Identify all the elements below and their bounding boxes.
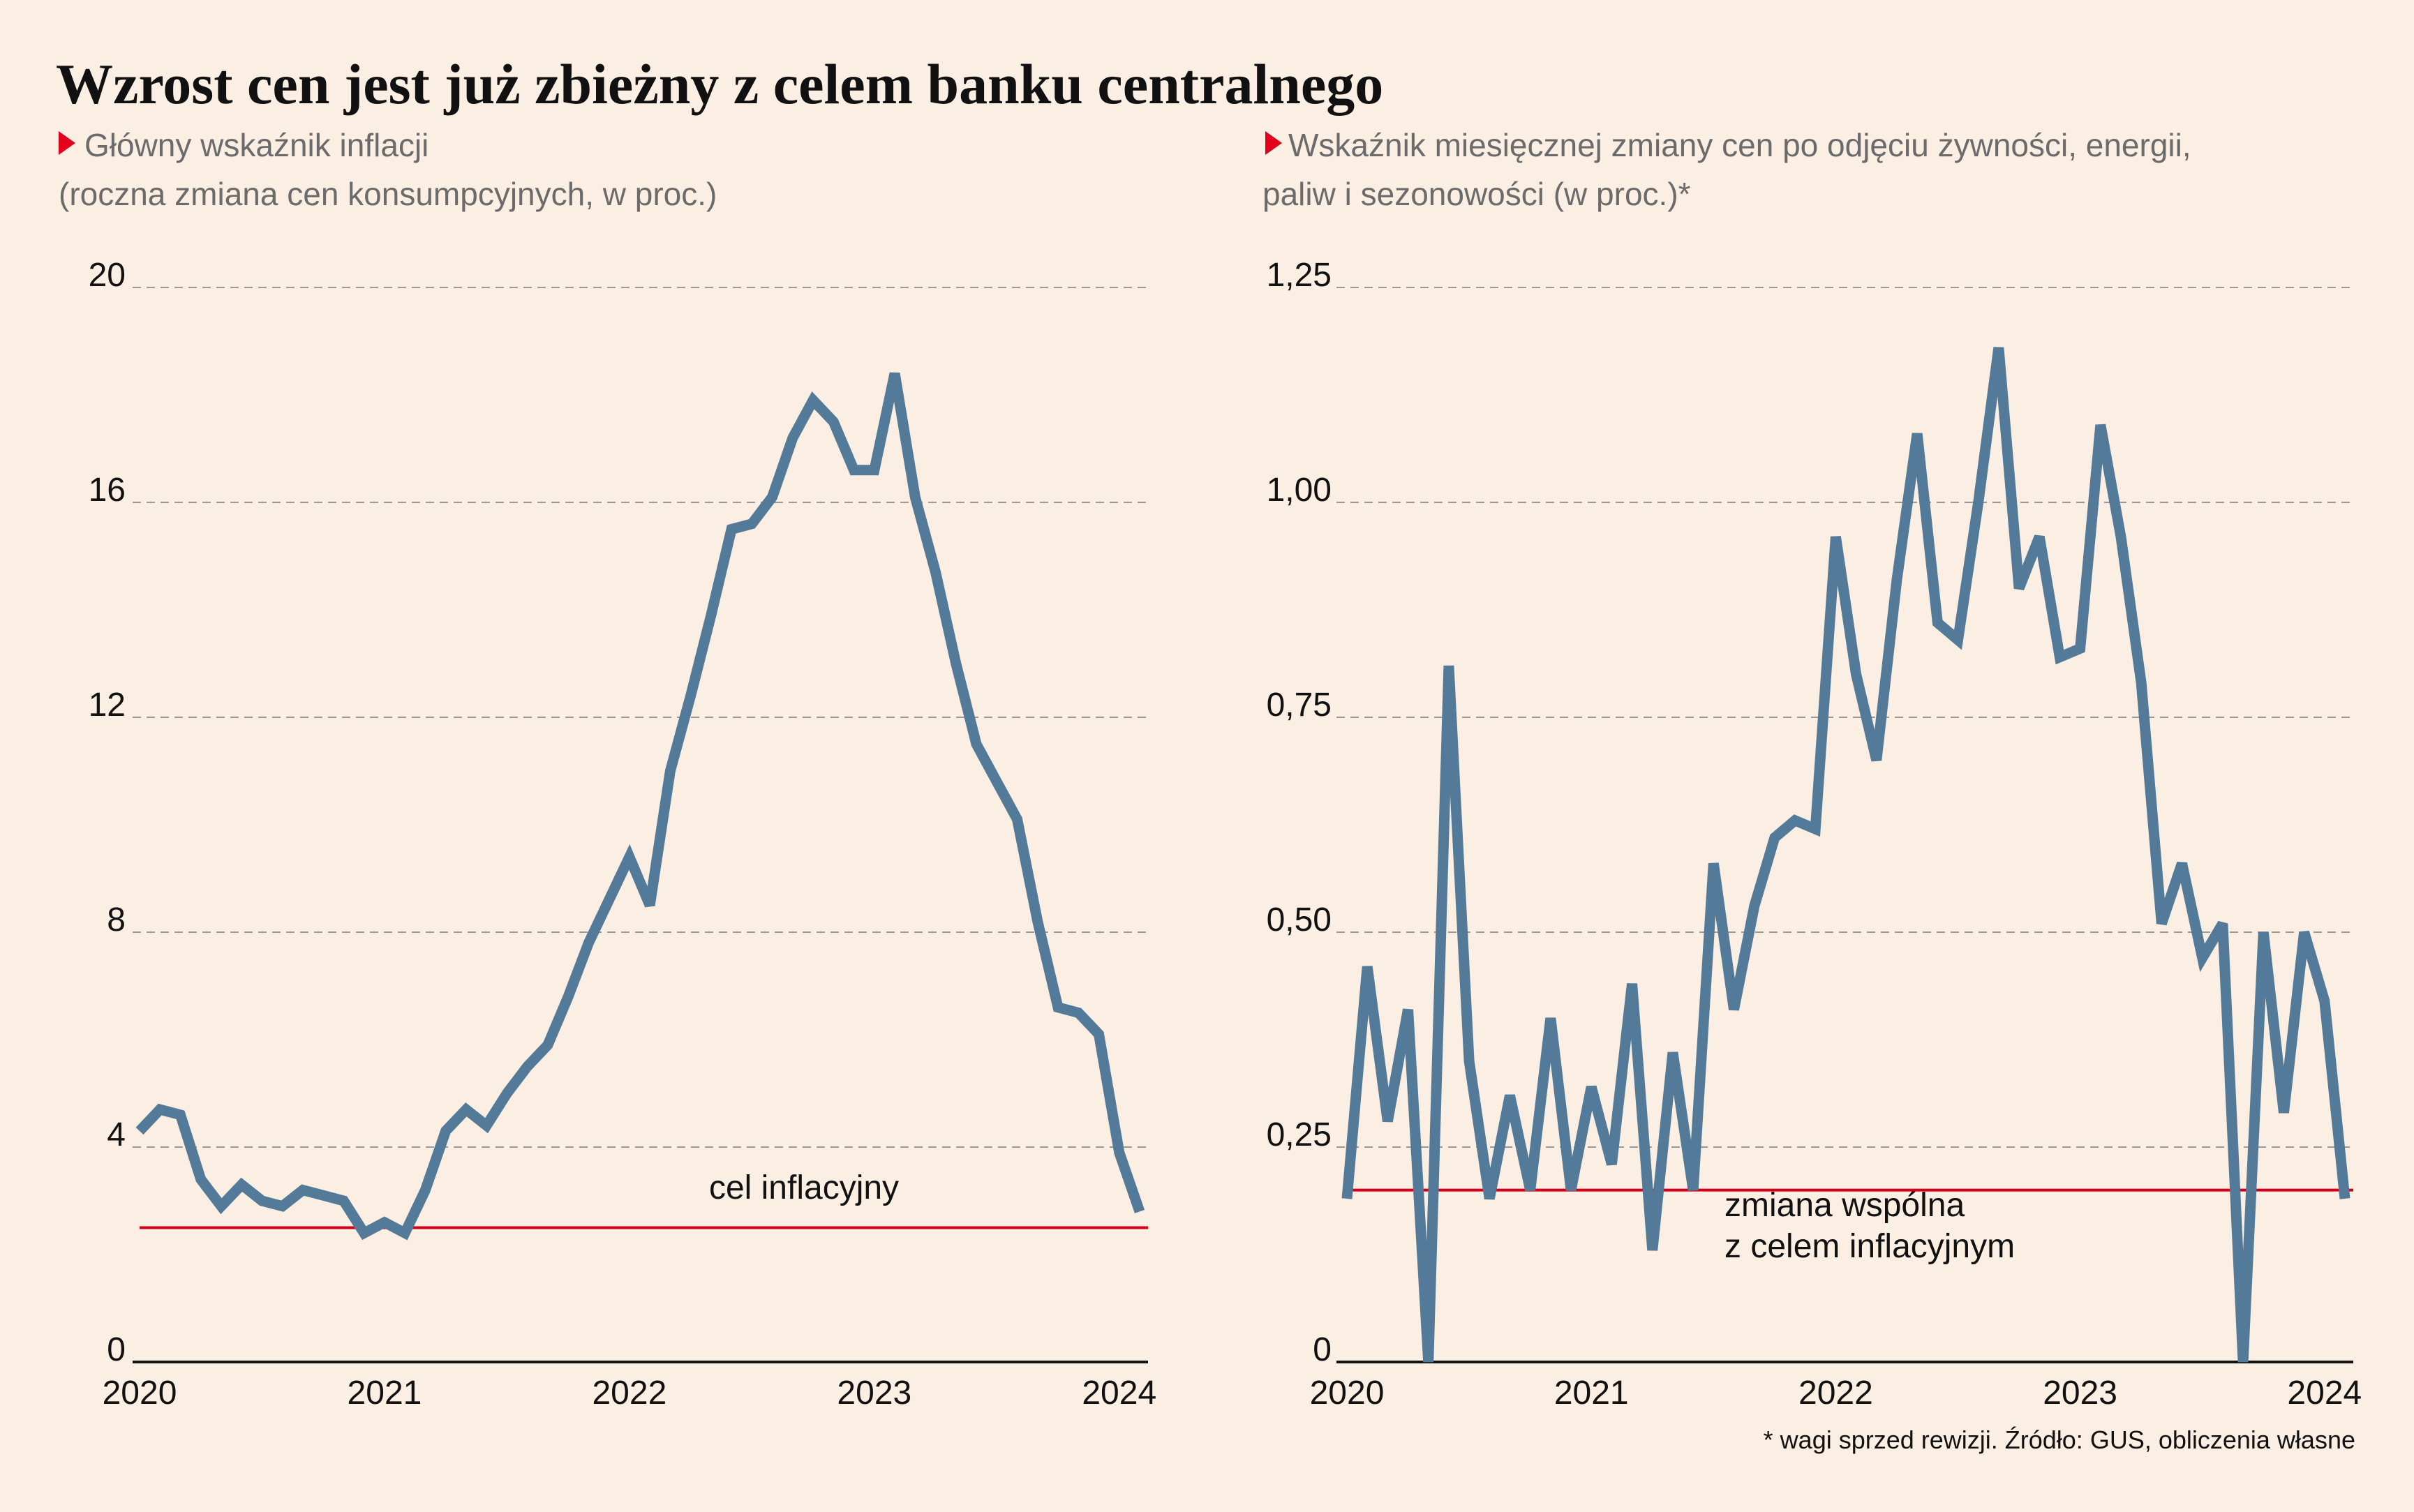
y-tick-label: 0 (1313, 1331, 1332, 1368)
title: Wzrost cen jest już zbieżny z celem bank… (56, 52, 1383, 116)
x-tick-label: 2023 (2043, 1375, 2117, 1412)
y-tick-label: 16 (89, 472, 126, 509)
x-tick-label: 2022 (1798, 1375, 1873, 1412)
y-tick-label: 8 (107, 901, 126, 938)
subtitle-marker (59, 131, 75, 155)
y-tick-label: 0,50 (1267, 901, 1332, 938)
y-tick-label: 0,75 (1267, 687, 1332, 724)
y-tick-label: 0 (107, 1331, 126, 1368)
data-line (135, 372, 1145, 1241)
y-tick-label: 1,00 (1267, 472, 1332, 509)
target-label: cel inflacyjny (709, 1169, 899, 1206)
x-tick-label: 2020 (103, 1375, 177, 1412)
subtitle: Główny wskaźnik inflacji (84, 127, 429, 163)
y-tick-label: 4 (107, 1116, 126, 1153)
y-tick-label: 1,25 (1267, 257, 1332, 294)
subtitle: (roczna zmiana cen konsumpcyjnych, w pro… (59, 176, 717, 212)
x-tick-label: 2024 (1082, 1375, 1156, 1412)
target-label: zmiana wspólna (1724, 1187, 1965, 1224)
x-tick-label: 2020 (1310, 1375, 1385, 1412)
subtitle: Wskaźnik miesięcznej zmiany cen po odjęc… (1288, 127, 2191, 163)
footnote: * wagi sprzed rewizji. Źródło: GUS, obli… (1764, 1425, 2355, 1454)
y-tick-label: 12 (89, 687, 126, 724)
target-label: z celem inflacyjnym (1724, 1228, 2015, 1265)
x-tick-label: 2024 (2287, 1375, 2362, 1412)
y-tick-label: 20 (89, 257, 126, 294)
x-tick-label: 2021 (348, 1375, 422, 1412)
x-tick-label: 2023 (837, 1375, 911, 1412)
subtitle-marker (1265, 131, 1282, 155)
y-tick-label: 0,25 (1267, 1116, 1332, 1153)
data-line (1341, 347, 2350, 1363)
x-tick-label: 2021 (1554, 1375, 1629, 1412)
x-tick-label: 2022 (592, 1375, 666, 1412)
subtitle: paliw i sezonowości (w proc.)* (1262, 176, 1691, 212)
